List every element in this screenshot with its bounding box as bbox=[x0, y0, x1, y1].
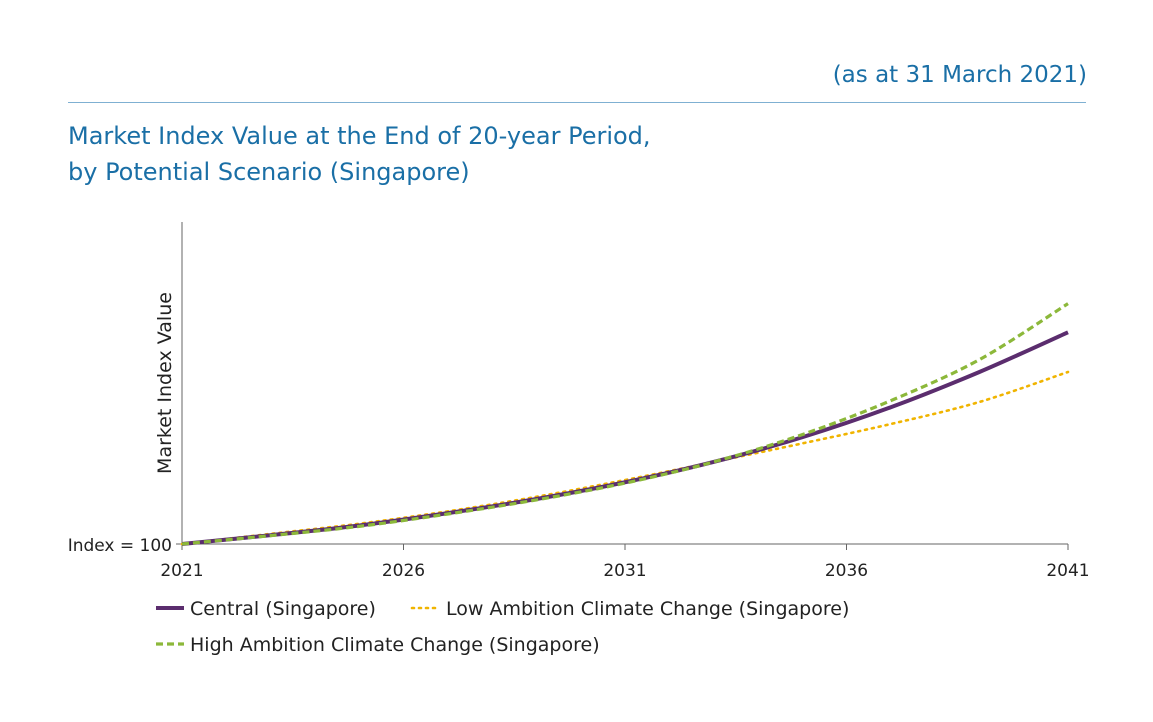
chart-title: Market Index Value at the End of 20-year… bbox=[68, 118, 651, 190]
legend: Central (Singapore) Low Ambition Climate … bbox=[156, 598, 849, 656]
series-line-high-ambition-climate-change-singapore bbox=[181, 302, 1069, 546]
x-tick-label: 2026 bbox=[382, 561, 425, 581]
y-axis-title: Market Index Value bbox=[154, 292, 176, 474]
x-tick-label: 2041 bbox=[1046, 561, 1089, 581]
legend-label: Central (Singapore) bbox=[190, 598, 376, 620]
y-axis-baseline-label: Index = 100 bbox=[68, 536, 172, 556]
chart-title-line-2: by Potential Scenario (Singapore) bbox=[68, 158, 470, 186]
series-line-low-ambition-climate-change-singapore bbox=[180, 370, 1070, 546]
legend-label: Low Ambition Climate Change (Singapore) bbox=[446, 598, 849, 620]
x-tick-label: 2036 bbox=[825, 561, 868, 581]
chart-title-line-1: Market Index Value at the End of 20-year… bbox=[68, 122, 651, 150]
x-tick-label: 2021 bbox=[160, 561, 203, 581]
plot-area bbox=[180, 302, 1070, 546]
legend-label: High Ambition Climate Change (Singapore) bbox=[190, 634, 600, 656]
header-divider bbox=[68, 102, 1086, 103]
chart-axes: 2021 2026 2031 2036 2041 bbox=[160, 222, 1090, 581]
x-tick-label: 2031 bbox=[603, 561, 646, 581]
date-note: (as at 31 March 2021) bbox=[832, 62, 1087, 88]
series-line-central-singapore bbox=[181, 330, 1069, 546]
